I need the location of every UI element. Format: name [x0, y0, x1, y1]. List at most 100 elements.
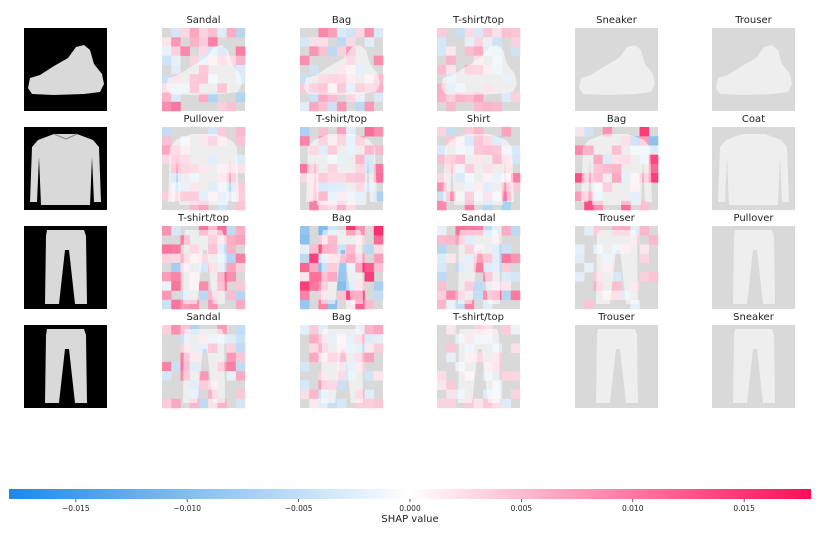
shap-cell	[226, 290, 237, 301]
shap-cell	[510, 343, 521, 353]
shap-cell	[437, 64, 447, 75]
shap-cell	[510, 28, 521, 38]
shap-cell	[501, 191, 512, 202]
shap-cell	[171, 253, 181, 264]
shap-cell	[235, 92, 246, 103]
shap-cell	[364, 37, 375, 47]
explanation-panel	[162, 127, 246, 211]
shap-cell	[208, 398, 218, 409]
shap-cell	[189, 55, 200, 66]
colorbar-tick-label: −0.010	[173, 504, 201, 513]
shap-cell	[446, 325, 456, 335]
shap-cell	[235, 281, 246, 291]
shap-cell	[575, 191, 585, 202]
shap-cell	[575, 244, 585, 254]
shap-cell	[171, 325, 181, 335]
shap-cell	[171, 64, 181, 75]
shap-cell	[162, 154, 172, 165]
shap-cell	[208, 28, 218, 38]
shap-cell	[226, 235, 237, 245]
shap-cell	[648, 145, 659, 155]
shap-cell	[198, 281, 209, 291]
shap-cell	[364, 398, 375, 409]
shap-cell	[318, 46, 328, 56]
shap-cell	[336, 380, 347, 390]
shap-cell	[593, 200, 603, 211]
shap-cell	[171, 182, 181, 192]
panel-title: Trouser	[597, 213, 635, 224]
shap-cell	[501, 281, 512, 291]
shap-cell	[373, 127, 384, 137]
shap-cell	[446, 398, 456, 409]
shap-cell	[510, 272, 521, 282]
shap-cell	[226, 262, 237, 273]
panel-title: Coat	[742, 114, 765, 125]
explanation-panel	[575, 127, 659, 211]
shap-cell	[235, 235, 246, 245]
shap-cell	[373, 191, 384, 202]
shap-cell	[501, 398, 512, 409]
shap-cell	[300, 272, 310, 282]
shap-cell	[464, 299, 475, 310]
shap-cell	[189, 299, 200, 310]
explanation-panel	[712, 28, 795, 111]
shap-cell	[336, 398, 347, 409]
shap-cell	[501, 182, 512, 192]
panel-title: Pullover	[183, 114, 224, 125]
shap-cell	[648, 173, 659, 183]
shap-cell	[235, 182, 246, 192]
shap-cell	[437, 235, 447, 245]
shap-cell	[300, 244, 310, 254]
shap-cell	[446, 290, 456, 301]
shap-cell	[473, 46, 484, 56]
shap-cell	[235, 163, 246, 174]
panel-title: T-shirt/top	[177, 213, 229, 224]
shap-cell	[510, 325, 521, 335]
shap-cell	[162, 371, 172, 381]
shap-cell	[355, 101, 365, 112]
shap-cell	[373, 371, 384, 381]
shap-cell	[309, 37, 319, 47]
panel-title: T-shirt/top	[315, 114, 367, 125]
shap-cell	[501, 92, 512, 103]
shap-cell	[373, 163, 384, 174]
shap-cell	[171, 101, 181, 112]
shap-cell	[309, 262, 319, 273]
shap-cell	[373, 290, 384, 301]
shap-cell	[501, 290, 512, 301]
shap-cell	[473, 398, 484, 409]
shap-cell	[217, 398, 227, 409]
shap-cell	[501, 371, 512, 381]
shap-cell	[355, 398, 365, 409]
shap-cell	[464, 200, 475, 211]
shap-cell	[235, 262, 246, 273]
shap-cell	[226, 361, 237, 372]
shap-cell	[464, 37, 475, 47]
shap-cell	[584, 299, 594, 310]
shap-cell	[235, 64, 246, 75]
shap-cell	[446, 389, 456, 400]
shap-cell	[309, 244, 319, 254]
explanation-panel	[300, 226, 384, 310]
shap-cell	[336, 272, 347, 282]
shap-cell	[162, 244, 172, 254]
shap-cell	[180, 46, 190, 56]
panel-title: T-shirt/top	[452, 312, 504, 323]
shap-cell	[639, 272, 650, 282]
shap-cell	[162, 145, 172, 155]
shap-cell	[162, 101, 172, 112]
shap-cell	[208, 37, 218, 47]
explanation-panel	[437, 28, 521, 112]
shap-cell	[162, 361, 172, 372]
panel-title: Sneaker	[733, 312, 775, 323]
shap-cell	[198, 46, 209, 56]
shap-cell	[235, 154, 246, 165]
panel-title: Sandal	[186, 15, 220, 26]
shap-cell	[300, 290, 310, 301]
shap-cell	[473, 352, 484, 363]
shap-cell	[355, 299, 365, 310]
shap-cell	[639, 200, 650, 211]
panel-title: Pullover	[733, 213, 774, 224]
shap-cell	[309, 191, 319, 202]
shap-cell	[373, 398, 384, 409]
